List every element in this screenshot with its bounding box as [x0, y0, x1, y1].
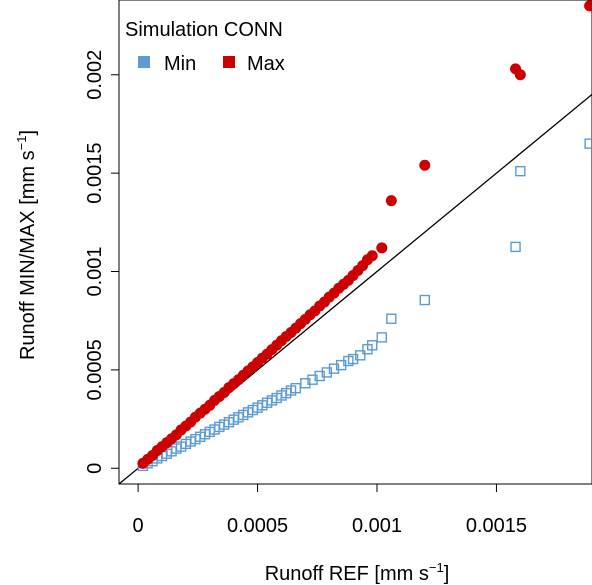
y-tick-label: 0.0005: [84, 339, 106, 400]
axes: [118, 0, 592, 485]
min-point: [419, 294, 430, 306]
plot-area: [119, 0, 592, 484]
series-max: [137, 0, 592, 469]
x-axis: 0 0.0005 0.001 0.0015: [133, 484, 527, 537]
min-point: [367, 340, 378, 351]
max-point: [366, 250, 378, 262]
min-point: [307, 374, 318, 385]
min-point: [300, 378, 311, 389]
legend-max-marker: [223, 56, 235, 68]
x-tick-label: 0.0005: [227, 515, 288, 537]
max-point: [419, 159, 431, 171]
min-point: [515, 165, 526, 177]
min-point: [321, 367, 333, 378]
legend-title: Simulation CONN: [125, 19, 283, 41]
min-point: [328, 363, 340, 374]
max-point: [385, 195, 397, 207]
min-point: [314, 370, 325, 382]
y-axis-label: Runoff MIN/MAX [mm s−1]: [14, 130, 39, 360]
y-tick-label: 0.001: [84, 246, 106, 296]
min-point: [347, 353, 359, 365]
series-min: [137, 138, 592, 472]
min-point: [510, 241, 521, 253]
min-point: [386, 313, 397, 324]
x-tick-label: 0.001: [352, 515, 402, 537]
legend-max-label: Max: [247, 53, 285, 75]
max-point: [514, 69, 526, 81]
plot-frame: [118, 0, 592, 485]
legend-min-label: Min: [164, 53, 196, 75]
x-axis-label: Runoff REF [mm s−1]: [265, 560, 450, 585]
legend-min-marker: [138, 56, 150, 68]
min-point: [376, 332, 387, 343]
x-tick-label: 0.0015: [466, 515, 527, 537]
y-tick-label: 0: [84, 463, 106, 474]
x-tick-label: 0: [133, 515, 144, 537]
max-point: [376, 242, 388, 254]
y-axis: 0 0.0005 0.001 0.0015 0.002: [84, 50, 119, 474]
min-point: [355, 350, 366, 361]
max-point: [584, 0, 592, 12]
min-point: [584, 138, 592, 149]
y-tick-label: 0.0015: [84, 143, 106, 204]
y-tick-label: 0.002: [84, 50, 106, 100]
